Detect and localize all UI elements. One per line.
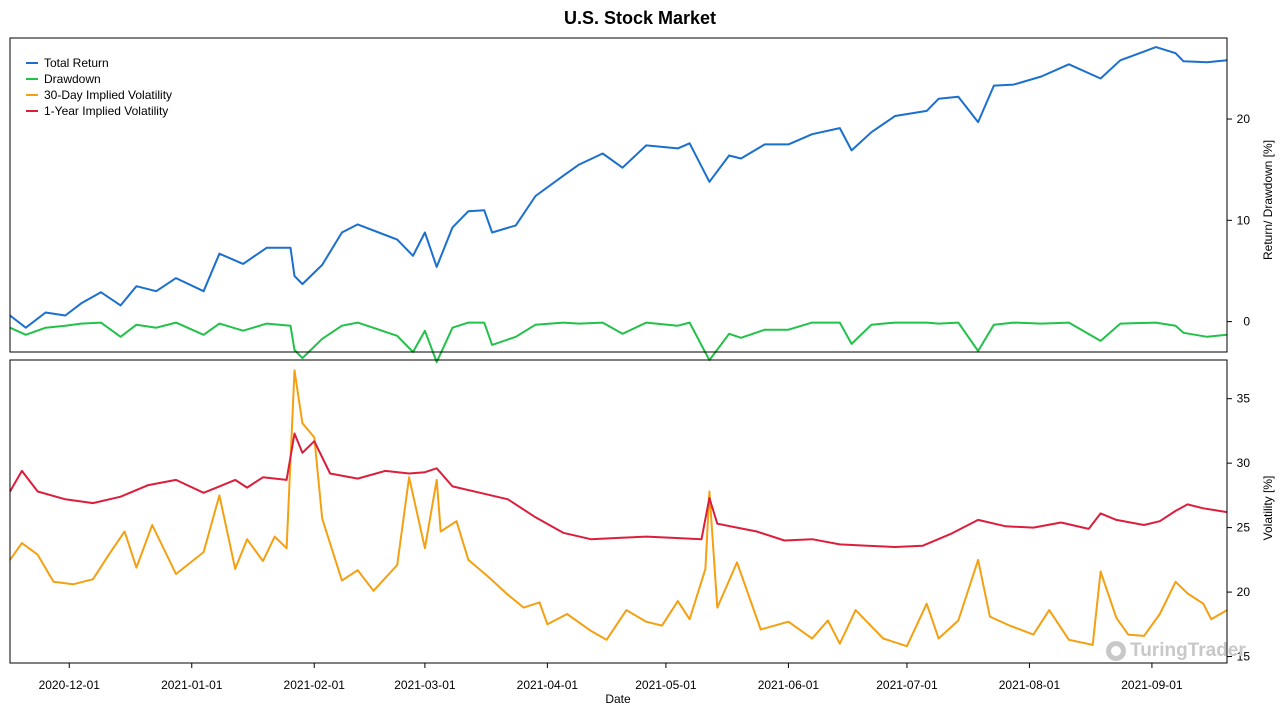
legend: Total Return Drawdown 30-Day Implied Vol… — [26, 55, 172, 119]
x-tick-label: 2021-03-01 — [394, 678, 456, 692]
y-tick-label: 15 — [1237, 650, 1251, 664]
y-tick-label: 20 — [1237, 112, 1251, 126]
legend-label-total-return: Total Return — [44, 56, 109, 70]
series-line-drawdown — [9, 321, 1228, 364]
y-axis-title-volatility: Volatility [%] — [1261, 475, 1275, 541]
legend-item-drawdown: Drawdown — [26, 71, 172, 87]
legend-swatch-1year-iv — [26, 110, 38, 112]
x-tick-label: 2021-02-01 — [284, 678, 346, 692]
legend-label-1year-iv: 1-Year Implied Volatility — [44, 104, 169, 118]
x-tick-label: 2021-05-01 — [635, 678, 697, 692]
y-tick-label: 20 — [1237, 585, 1251, 599]
legend-swatch-30day-iv — [26, 94, 38, 96]
y-tick-label: 30 — [1237, 456, 1251, 470]
y-tick-label: 35 — [1237, 392, 1251, 406]
legend-swatch-drawdown — [26, 78, 38, 80]
series-line-30-day-implied-volatility — [9, 369, 1228, 648]
watermark: TuringTrader — [1106, 640, 1246, 662]
legend-swatch-total-return — [26, 62, 38, 64]
y-tick-label: 25 — [1237, 521, 1251, 535]
x-tick-label: 2021-01-01 — [161, 678, 223, 692]
x-tick-label: 2021-07-01 — [876, 678, 938, 692]
legend-label-30day-iv: 30-Day Implied Volatility — [44, 88, 173, 102]
x-axis-title: Date — [605, 692, 631, 706]
y-axis-title-return-drawdown: Return/ Drawdown [%] — [1261, 139, 1275, 261]
series-line-1-year-implied-volatility — [9, 432, 1228, 548]
x-tick-label: 2020-12-01 — [39, 678, 101, 692]
turingtrader-logo-icon — [1106, 641, 1126, 661]
x-tick-label: 2021-06-01 — [758, 678, 820, 692]
watermark-text: TuringTrader — [1130, 640, 1246, 661]
legend-item-total-return: Total Return — [26, 55, 172, 71]
series-line-total-return — [9, 46, 1228, 329]
chart-title: U.S. Stock Market — [563, 8, 717, 28]
panel-frame-top — [9, 37, 1228, 353]
x-tick-label: 2021-09-01 — [1121, 678, 1183, 692]
panel-frame-bottom — [9, 359, 1228, 664]
y-tick-label: 10 — [1237, 213, 1251, 227]
legend-item-30day-iv: 30-Day Implied Volatility — [26, 87, 172, 103]
x-tick-label: 2021-04-01 — [517, 678, 579, 692]
legend-label-drawdown: Drawdown — [44, 72, 101, 86]
legend-item-1year-iv: 1-Year Implied Volatility — [26, 103, 172, 119]
x-tick-label: 2021-08-01 — [999, 678, 1061, 692]
y-tick-label: 0 — [1243, 315, 1250, 329]
